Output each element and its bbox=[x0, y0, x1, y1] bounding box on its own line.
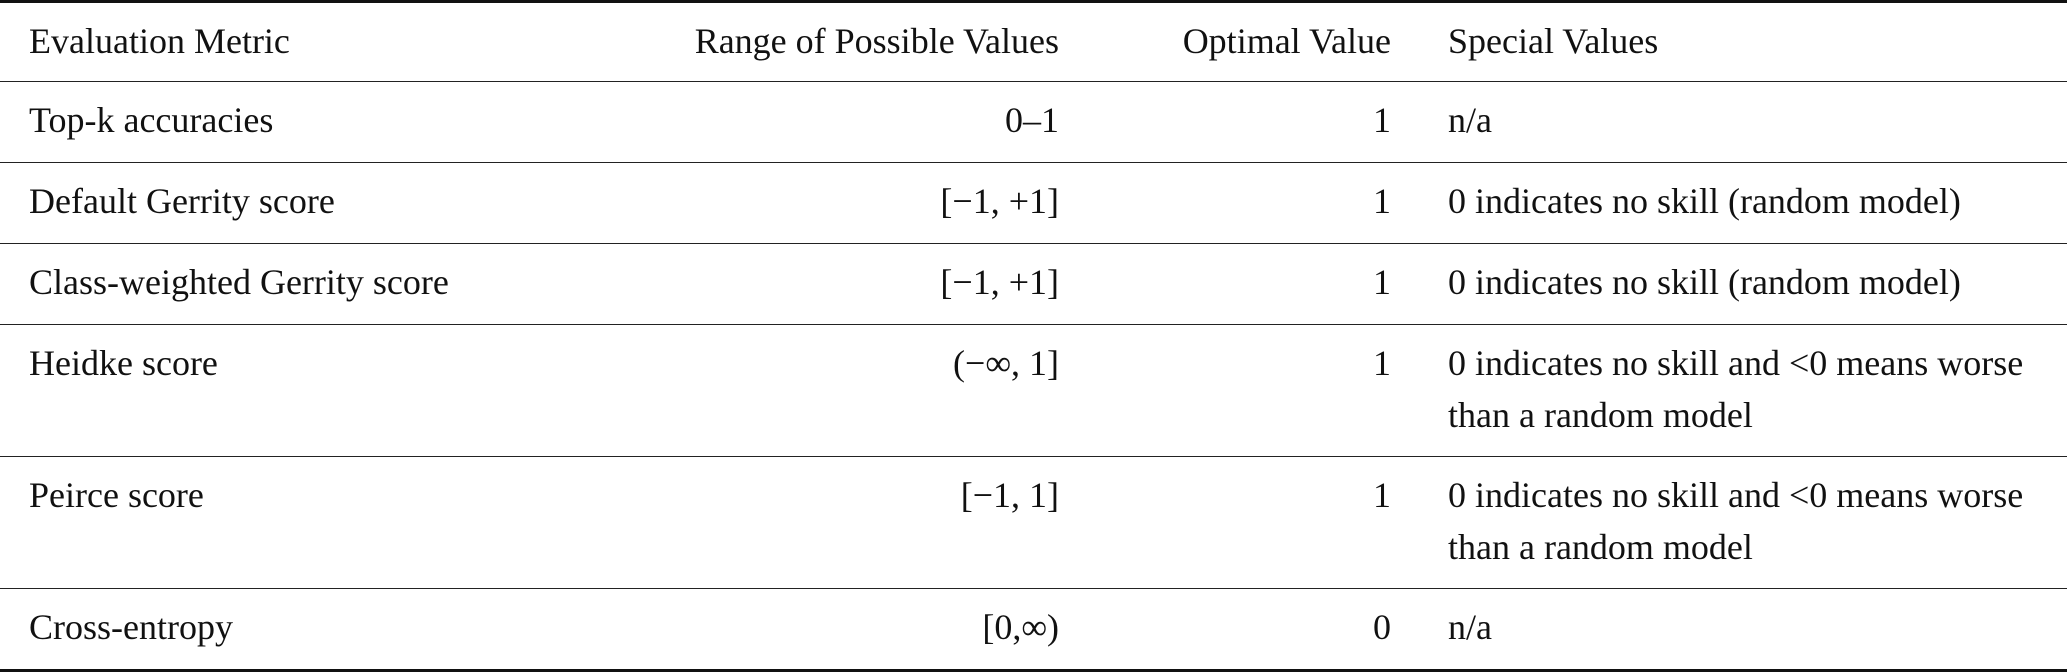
table-cell: n/a bbox=[1420, 81, 2067, 163]
table-cell: 1 bbox=[1081, 456, 1420, 589]
header-cell: Special Values bbox=[1420, 0, 2067, 82]
table-cell: 0 indicates no skill (random model) bbox=[1420, 162, 2067, 244]
header-row: Evaluation Metric Range of Possible Valu… bbox=[0, 0, 2067, 82]
table-cell: 0 bbox=[1081, 588, 1420, 672]
table-row: Cross-entropy [0,∞) 0 n/a bbox=[0, 588, 2067, 672]
table-cell: 1 bbox=[1081, 162, 1420, 244]
table-row: Class-weighted Gerrity score [−1, +1] 1 0 i… bbox=[0, 243, 2067, 325]
table-cell: Default Gerrity score bbox=[0, 162, 589, 244]
table-row: Default Gerrity score [−1, +1] 1 0 indicate… bbox=[0, 162, 2067, 244]
table-cell: 1 bbox=[1081, 324, 1420, 457]
header-cell: Evaluation Metric bbox=[0, 0, 589, 82]
table-head: Evaluation Metric Range of Possible Valu… bbox=[0, 0, 2067, 82]
table-row: Peirce score [−1, 1] 1 0 indicates no skill… bbox=[0, 456, 2067, 589]
table-cell: 1 bbox=[1081, 243, 1420, 325]
table-cell: 0–1 bbox=[589, 81, 1081, 163]
table-cell: [−1, +1] bbox=[589, 243, 1081, 325]
header-cell: Optimal Value bbox=[1081, 0, 1420, 82]
table-cell: Peirce score bbox=[0, 456, 589, 589]
table-cell: (−∞, 1] bbox=[589, 324, 1081, 457]
table-cell: Heidke score bbox=[0, 324, 589, 457]
table-cell: [0,∞) bbox=[589, 588, 1081, 672]
table-cell: 0 indicates no skill and <0 means worse … bbox=[1420, 456, 2067, 589]
table-cell: 1 bbox=[1081, 81, 1420, 163]
table-row: Top-k accuracies 0–1 1 n/a bbox=[0, 81, 2067, 163]
table-cell: Class-weighted Gerrity score bbox=[0, 243, 589, 325]
table-cell: Cross-entropy bbox=[0, 588, 589, 672]
table-cell: n/a bbox=[1420, 588, 2067, 672]
table-row: Heidke score (−∞, 1] 1 0 indicates no skill… bbox=[0, 324, 2067, 457]
table-cell: 0 indicates no skill and <0 means worse … bbox=[1420, 324, 2067, 457]
table-cell: 0 indicates no skill (random model) bbox=[1420, 243, 2067, 325]
header-cell: Range of Possible Values bbox=[589, 0, 1081, 82]
table-cell: [−1, 1] bbox=[589, 456, 1081, 589]
table-cell: Top-k accuracies bbox=[0, 81, 589, 163]
table-body: Top-k accuracies 0–1 1 n/a Default Gerrity s… bbox=[0, 81, 2067, 672]
table-cell: [−1, +1] bbox=[589, 162, 1081, 244]
